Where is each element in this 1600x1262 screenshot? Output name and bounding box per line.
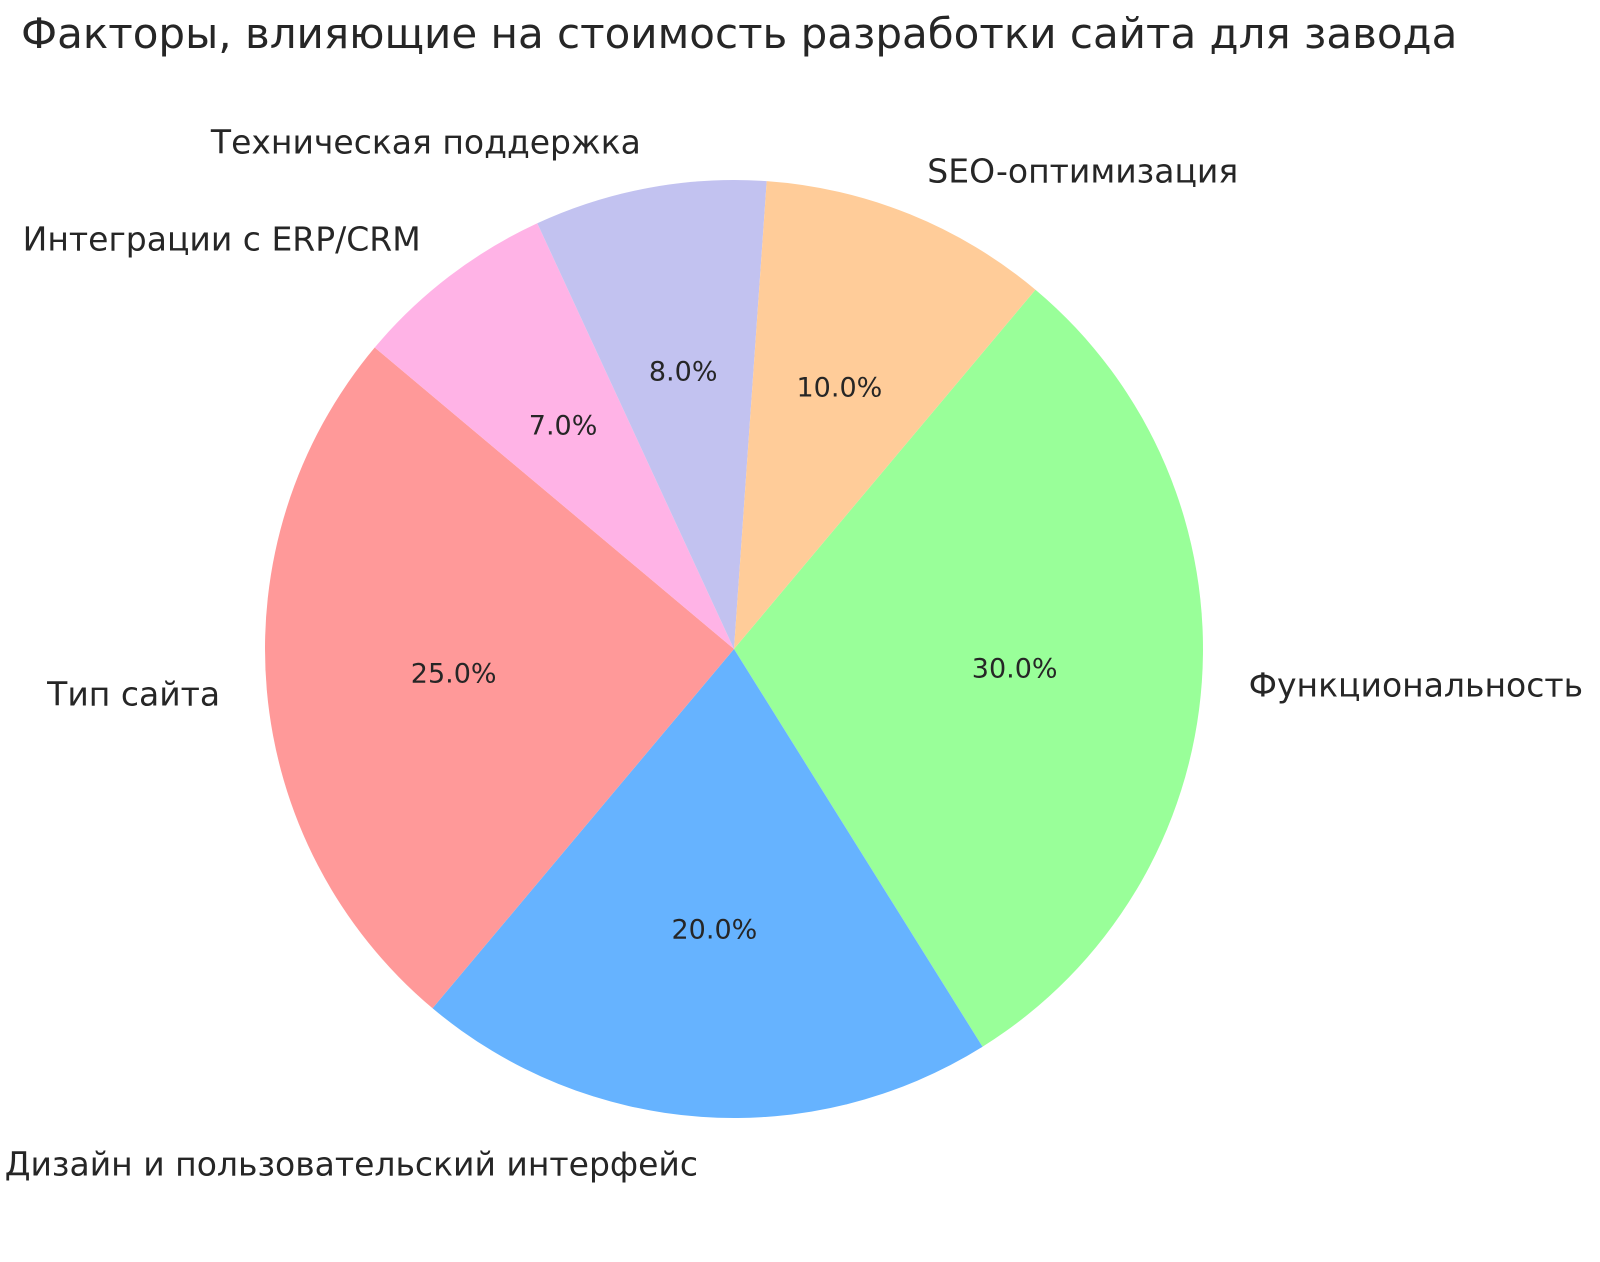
pie-slice-4 <box>537 179 767 649</box>
pie-slice-5 <box>734 181 1036 649</box>
pie-slice-1 <box>432 649 983 1118</box>
pie-slice-2 <box>265 347 734 1009</box>
chart-title: Факторы, влияющие на стоимость разработк… <box>21 9 1458 58</box>
pie-slice-3 <box>374 223 734 649</box>
pie-slice-0 <box>734 289 1203 1047</box>
